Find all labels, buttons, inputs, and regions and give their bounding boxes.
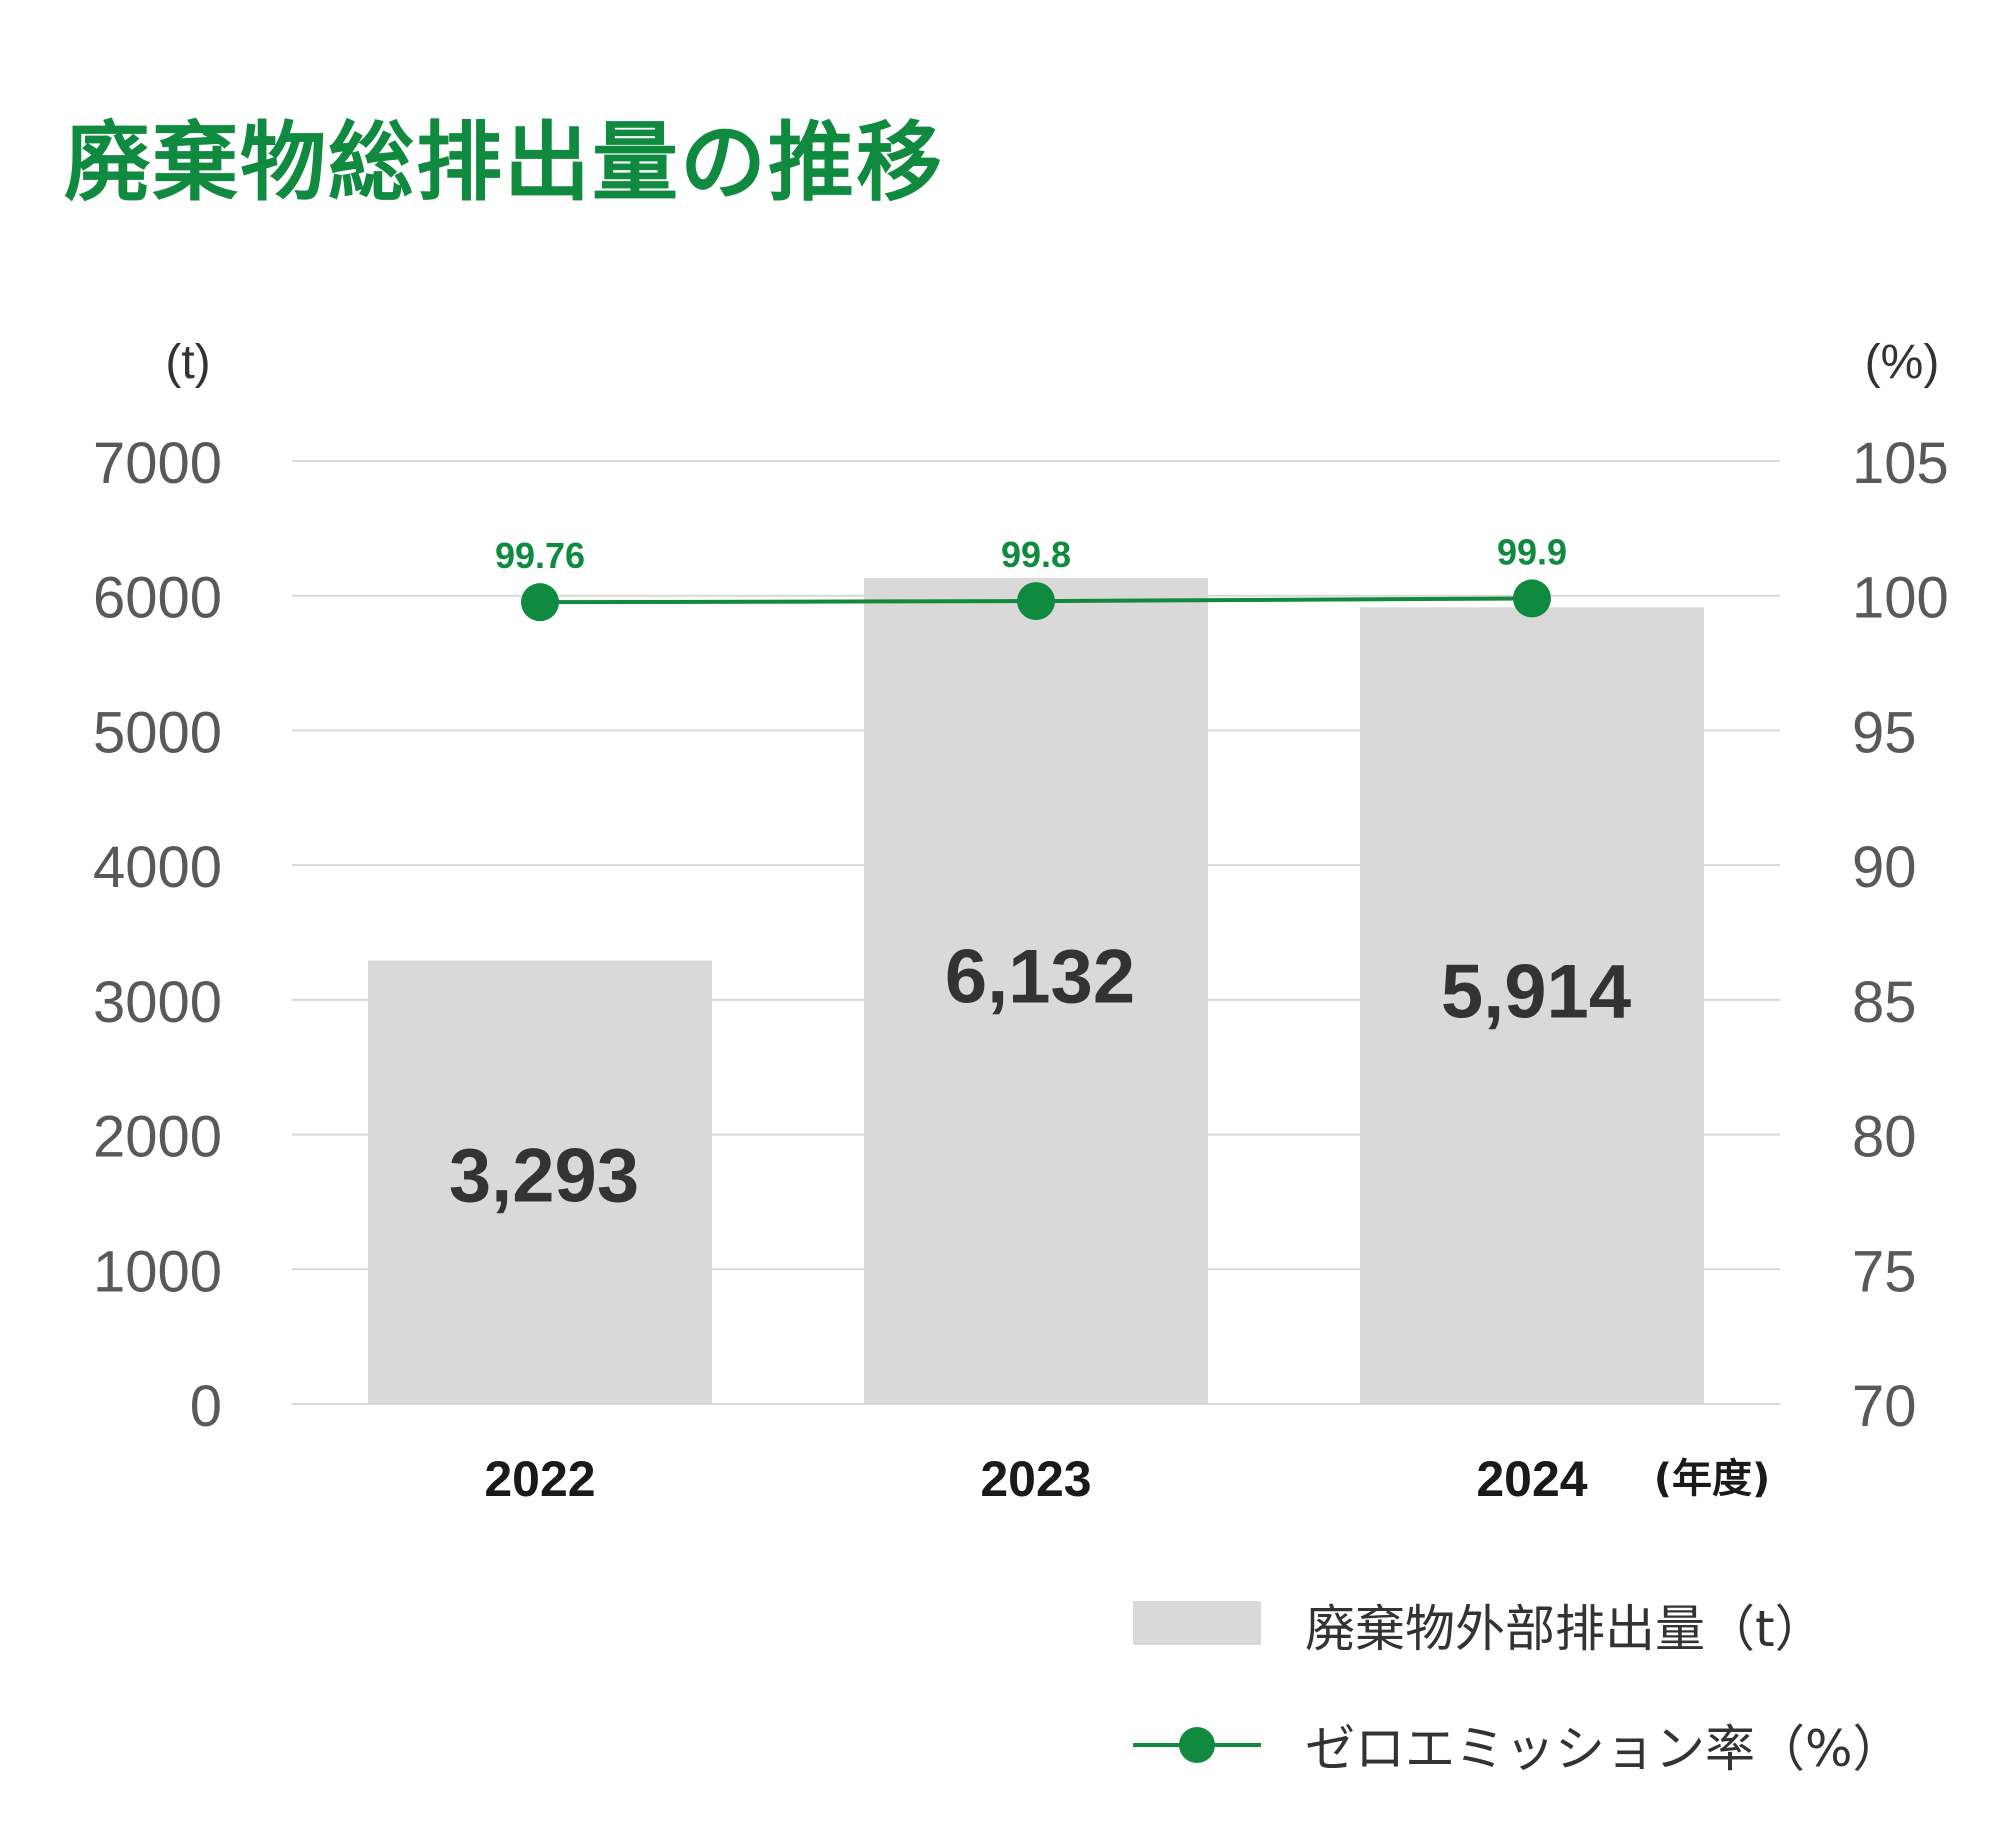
y-right-tick-label: 95 bbox=[1852, 700, 1917, 765]
line-data-label: 99.9 bbox=[1497, 531, 1567, 572]
y-right-tick-label: 105 bbox=[1852, 431, 1949, 496]
y-left-unit-label: (t) bbox=[165, 336, 210, 389]
x-tick-label: 2022 bbox=[484, 1451, 595, 1507]
y-right-tick-label: 70 bbox=[1852, 1374, 1917, 1439]
legend-bar-swatch bbox=[1133, 1601, 1261, 1645]
bar-data-label: 5,914 bbox=[1441, 950, 1631, 1035]
bar bbox=[368, 960, 712, 1404]
y-right-tick-label: 75 bbox=[1852, 1239, 1917, 1304]
y-left-tick-label: 1000 bbox=[93, 1239, 222, 1304]
bar-data-label: 6,132 bbox=[945, 934, 1135, 1019]
line-point bbox=[1513, 579, 1551, 618]
y-left-tick-label: 5000 bbox=[93, 700, 222, 765]
line-data-label: 99.8 bbox=[1001, 534, 1071, 575]
x-tick-label: 2024 bbox=[1476, 1451, 1587, 1507]
y-left-tick-label: 3000 bbox=[93, 970, 222, 1035]
line-point bbox=[521, 583, 559, 622]
legend-label-bar: 廃棄物外部排出量（t） bbox=[1305, 1600, 1825, 1658]
line-data-label: 99.76 bbox=[495, 535, 585, 576]
y-left-tick-label: 6000 bbox=[93, 566, 222, 631]
line-series: 99.76 99.8 99.9 bbox=[495, 531, 1567, 622]
bar bbox=[1360, 607, 1704, 1404]
chart-title: 廃棄物総排出量の推移 bbox=[64, 113, 944, 213]
y-left-tick-label: 7000 bbox=[93, 431, 222, 496]
y-left-tick-label: 0 bbox=[190, 1374, 222, 1439]
y-left-tick-label: 2000 bbox=[93, 1105, 222, 1170]
bar-series bbox=[368, 577, 1704, 1404]
legend-marker-dot bbox=[1179, 1727, 1215, 1763]
y-right-unit-label: (%) bbox=[1865, 336, 1940, 389]
x-tick-label: 2023 bbox=[980, 1451, 1091, 1507]
bar bbox=[864, 577, 1208, 1404]
x-unit-label: (年度) bbox=[1654, 1456, 1771, 1502]
y-right-tick-label: 85 bbox=[1852, 970, 1917, 1035]
y-left-tick-label: 4000 bbox=[93, 835, 222, 900]
y-right-tick-label: 100 bbox=[1852, 566, 1949, 631]
bar-data-labels: 3,293 6,132 5,914 bbox=[449, 934, 1631, 1218]
axes: 0 1000 2000 3000 4000 5000 6000 7000 70 75 80 85 90 9… bbox=[93, 336, 1949, 1507]
y-right-tick-label: 90 bbox=[1852, 835, 1917, 900]
bar-data-label: 3,293 bbox=[449, 1133, 639, 1218]
line-point bbox=[1017, 582, 1055, 621]
y-right-tick-label: 80 bbox=[1852, 1105, 1917, 1170]
legend-label-line: ゼロエミッション率（%） bbox=[1305, 1720, 1903, 1778]
